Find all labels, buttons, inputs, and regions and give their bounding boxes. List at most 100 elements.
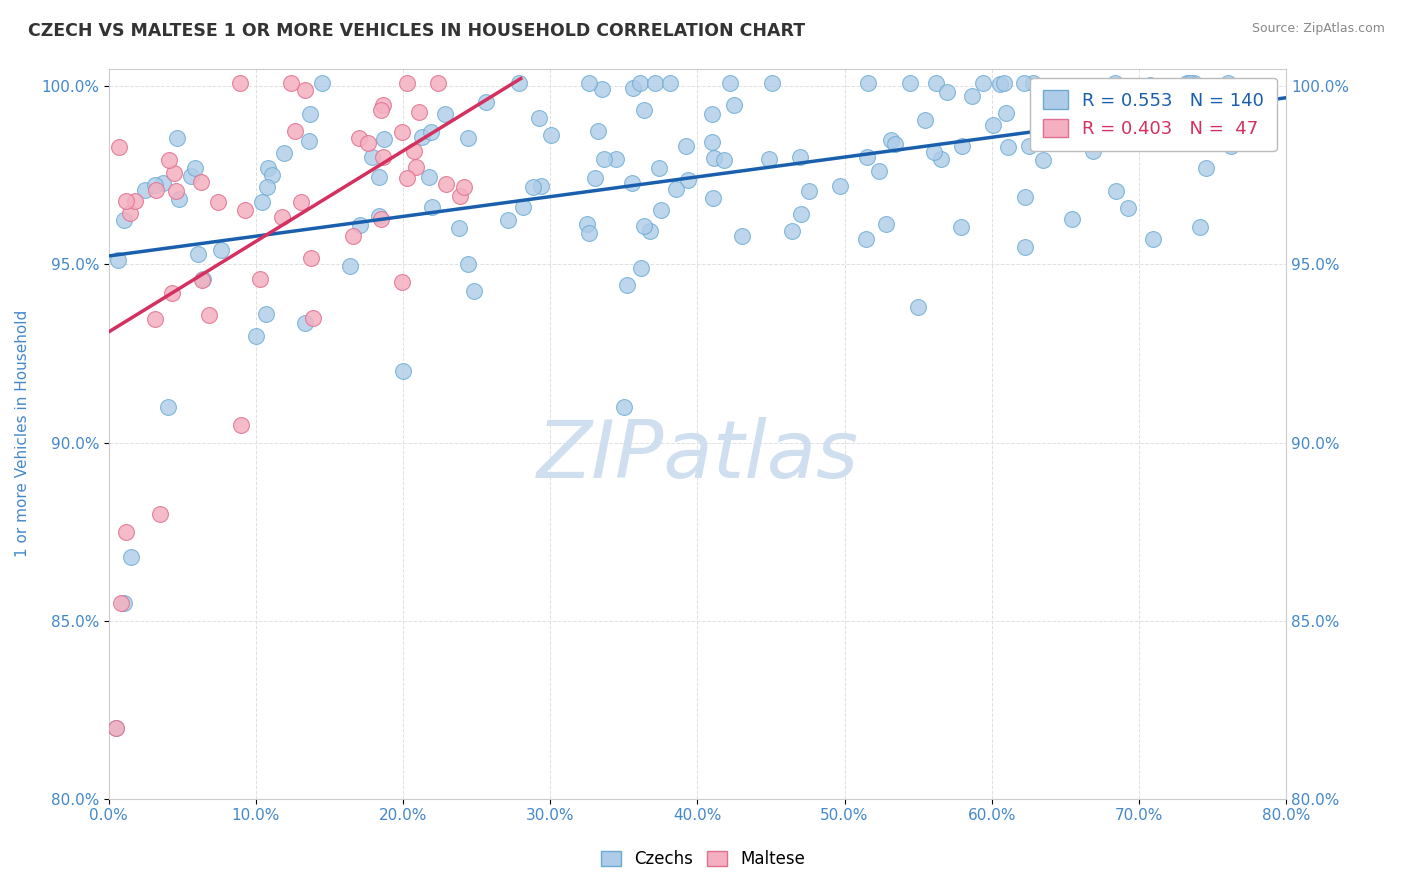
Text: Source: ZipAtlas.com: Source: ZipAtlas.com: [1251, 22, 1385, 36]
Point: [1060, 212, 1083, 227]
Point: [373, 98, 395, 112]
Point: [197, 308, 219, 322]
Point: [105, 721, 128, 735]
Point: [799, 185, 821, 199]
Point: [302, 311, 325, 326]
Point: [856, 76, 879, 90]
Point: [105, 721, 128, 735]
Point: [233, 203, 256, 218]
Point: [530, 178, 553, 193]
Point: [294, 83, 316, 97]
Point: [191, 273, 214, 287]
Point: [659, 76, 682, 90]
Point: [408, 105, 430, 120]
Point: [780, 224, 803, 238]
Point: [616, 277, 638, 292]
Point: [405, 160, 427, 174]
Point: [169, 193, 191, 207]
Point: [360, 150, 382, 164]
Point: [273, 145, 295, 160]
Point: [256, 179, 278, 194]
Point: [620, 176, 643, 190]
Point: [294, 317, 316, 331]
Point: [512, 200, 534, 214]
Point: [245, 328, 267, 343]
Point: [540, 128, 562, 142]
Point: [342, 229, 364, 244]
Point: [1178, 76, 1201, 90]
Point: [298, 134, 321, 148]
Point: [703, 151, 725, 165]
Point: [586, 124, 609, 138]
Point: [922, 145, 945, 160]
Point: [1205, 129, 1227, 144]
Point: [981, 118, 1004, 132]
Point: [373, 150, 395, 164]
Point: [396, 171, 419, 186]
Point: [166, 131, 188, 145]
Point: [163, 166, 186, 180]
Point: [1032, 153, 1054, 168]
Point: [828, 178, 851, 193]
Point: [271, 211, 294, 225]
Point: [110, 596, 132, 610]
Point: [475, 95, 498, 109]
Point: [665, 182, 688, 196]
Point: [1014, 76, 1036, 90]
Point: [284, 123, 307, 137]
Point: [898, 76, 921, 90]
Text: ZIPatlas: ZIPatlas: [536, 417, 859, 494]
Point: [391, 125, 413, 139]
Point: [713, 153, 735, 167]
Point: [993, 76, 1015, 90]
Point: [108, 140, 131, 154]
Point: [184, 161, 207, 176]
Point: [605, 153, 627, 167]
Point: [112, 596, 135, 610]
Point: [370, 211, 392, 226]
Point: [1073, 91, 1095, 105]
Point: [527, 112, 550, 126]
Point: [1083, 144, 1105, 158]
Point: [648, 161, 671, 175]
Point: [427, 76, 450, 90]
Point: [914, 112, 936, 127]
Point: [972, 76, 994, 90]
Point: [156, 400, 179, 414]
Point: [884, 136, 907, 151]
Point: [650, 203, 672, 218]
Point: [180, 169, 202, 184]
Point: [593, 153, 616, 167]
Point: [1175, 76, 1198, 90]
Point: [875, 217, 897, 231]
Point: [249, 271, 271, 285]
Point: [404, 145, 426, 159]
Point: [1188, 219, 1211, 234]
Point: [950, 219, 973, 234]
Point: [252, 194, 274, 209]
Point: [420, 125, 443, 139]
Point: [496, 212, 519, 227]
Point: [207, 194, 229, 209]
Point: [257, 161, 280, 176]
Point: [855, 232, 877, 246]
Point: [578, 76, 600, 90]
Point: [1014, 240, 1036, 254]
Point: [433, 106, 456, 120]
Point: [1022, 76, 1045, 90]
Point: [960, 88, 983, 103]
Point: [420, 200, 443, 214]
Point: [1018, 139, 1040, 153]
Point: [761, 76, 783, 90]
Point: [1064, 103, 1087, 118]
Point: [868, 164, 890, 178]
Point: [418, 169, 440, 184]
Point: [675, 138, 697, 153]
Text: CZECH VS MALTESE 1 OR MORE VEHICLES IN HOUSEHOLD CORRELATION CHART: CZECH VS MALTESE 1 OR MORE VEHICLES IN H…: [28, 22, 806, 40]
Point: [160, 286, 183, 301]
Point: [718, 76, 741, 90]
Point: [702, 107, 724, 121]
Point: [165, 184, 187, 198]
Point: [187, 247, 209, 261]
Point: [124, 194, 146, 209]
